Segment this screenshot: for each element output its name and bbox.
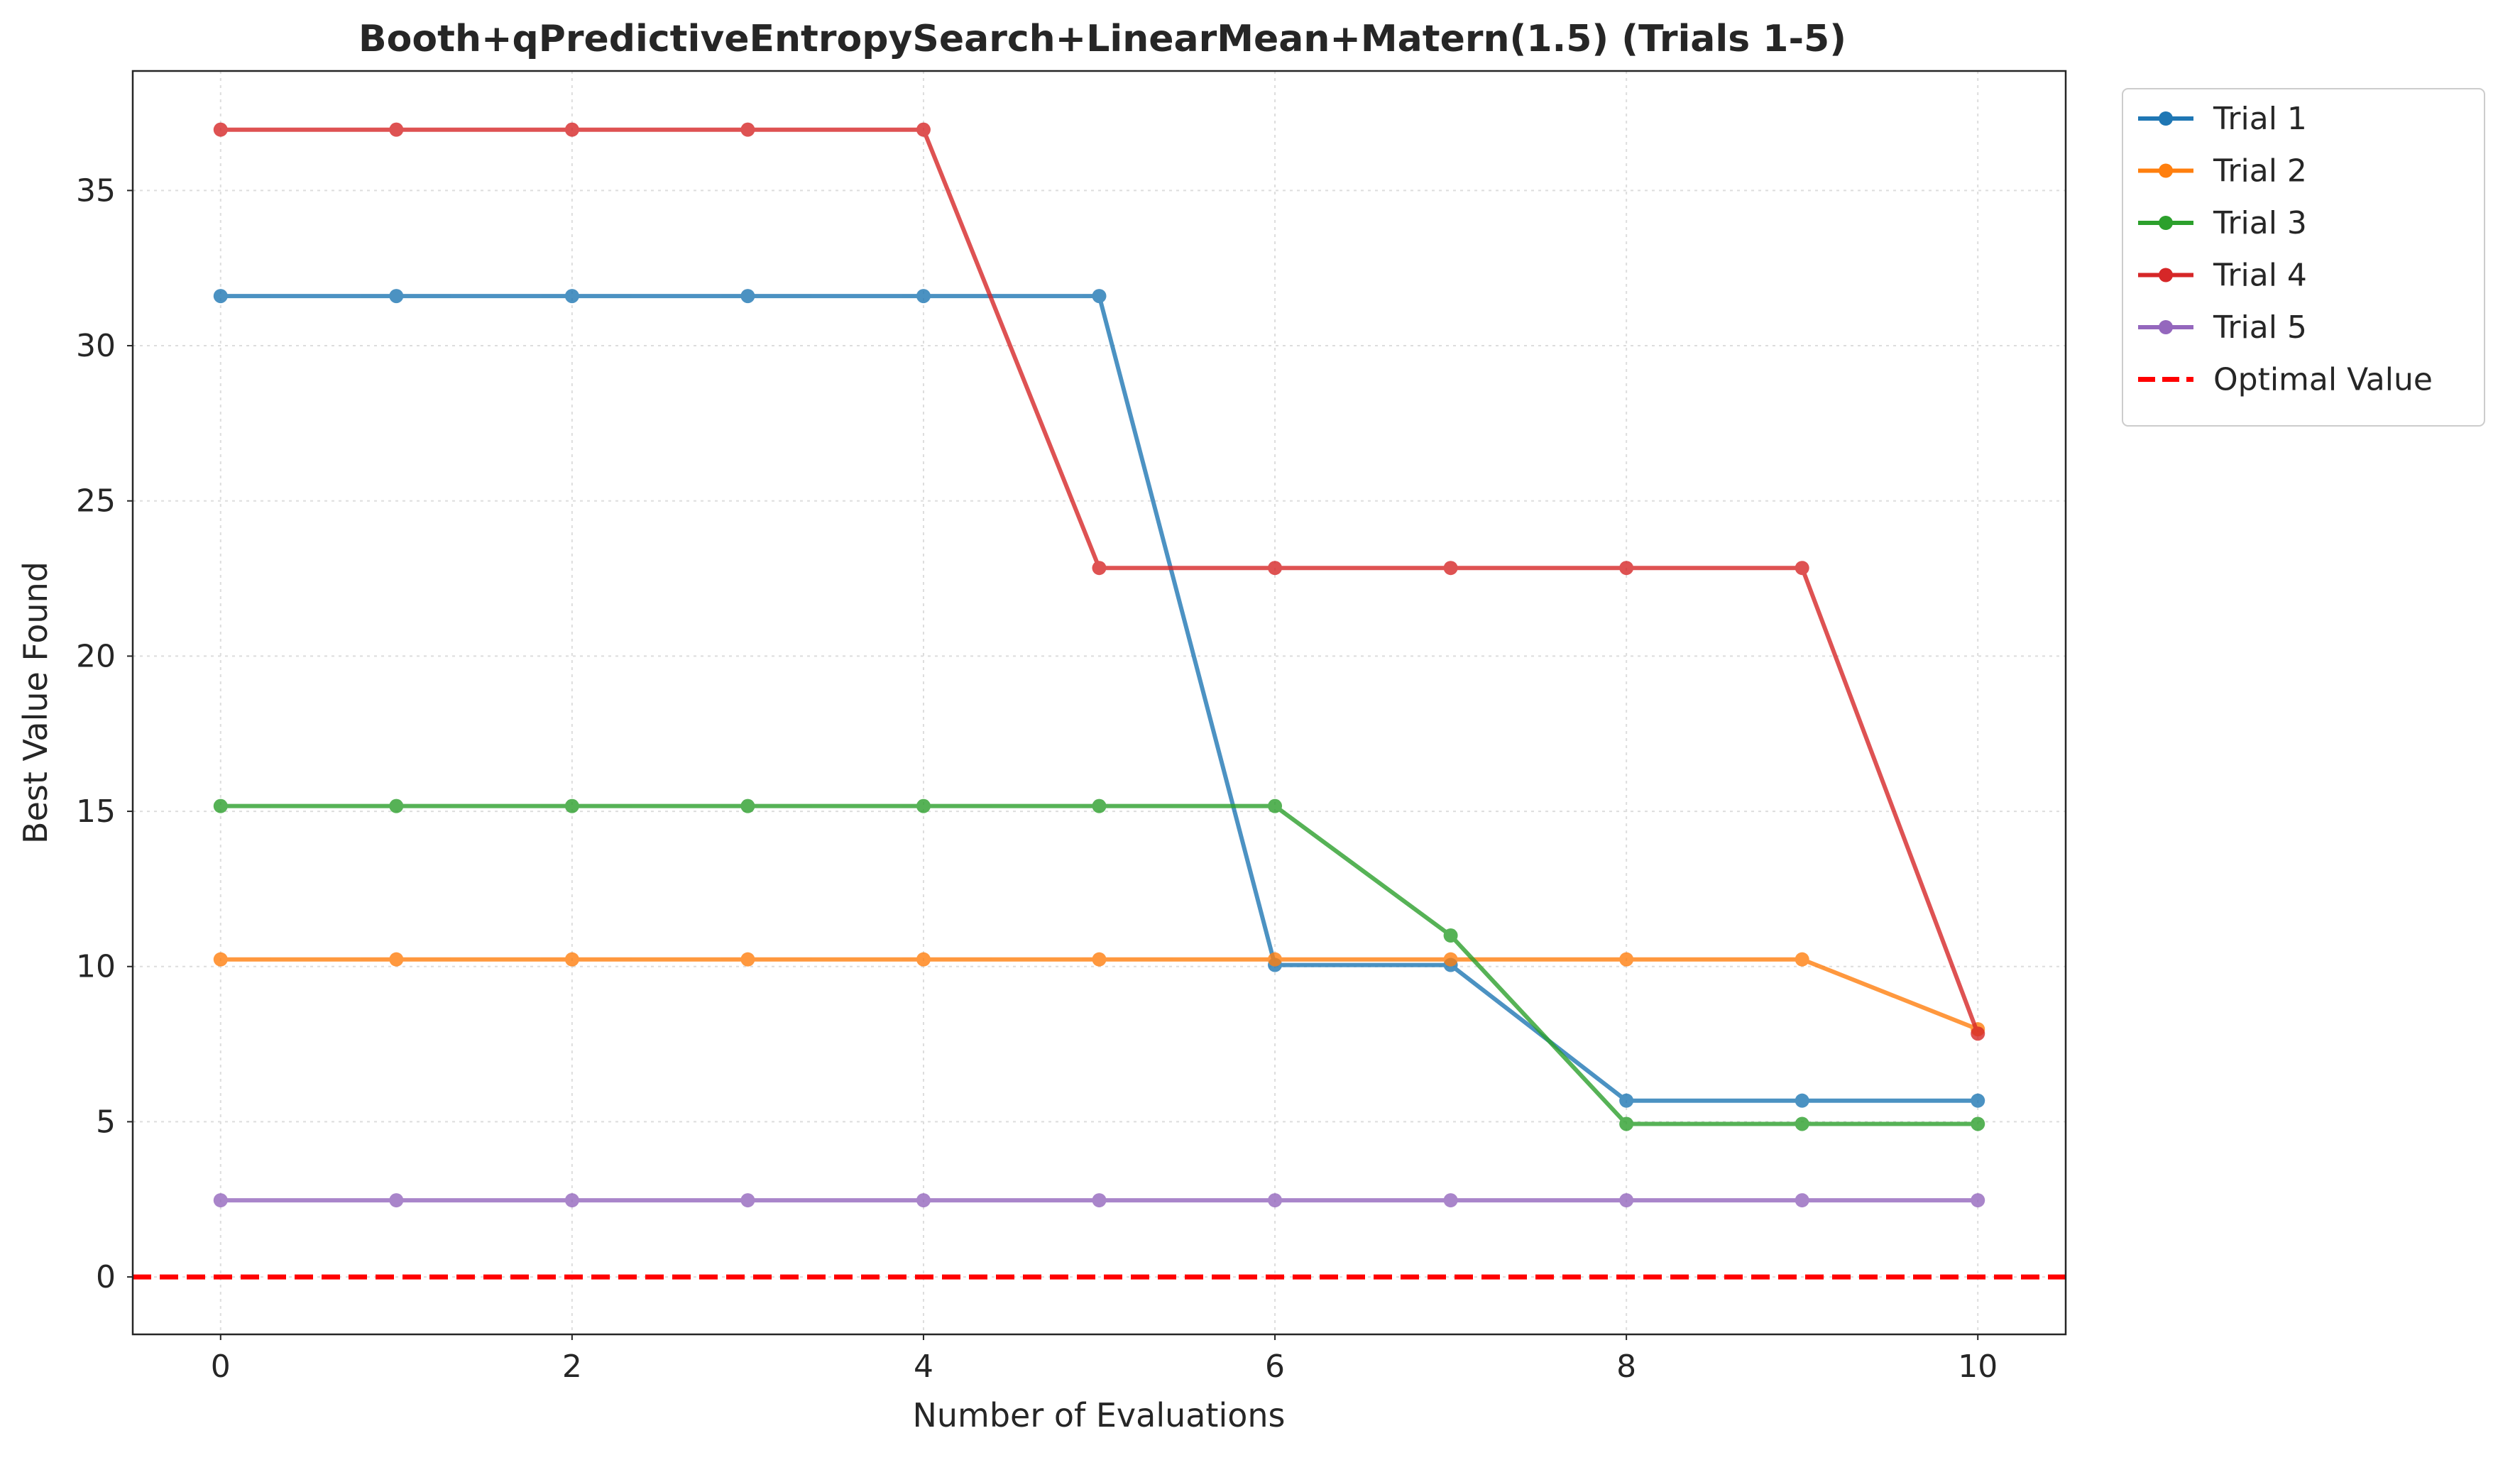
legend-label: Optimal Value — [2213, 362, 2433, 398]
data-point — [564, 122, 579, 137]
legend-label: Trial 5 — [2213, 309, 2307, 346]
data-point — [1268, 1193, 1283, 1208]
y-tick-label: 10 — [76, 949, 116, 985]
data-point — [1619, 1116, 1634, 1131]
data-point — [916, 289, 931, 304]
legend-marker — [2159, 111, 2173, 126]
data-point — [1619, 561, 1634, 576]
data-point — [740, 122, 755, 137]
data-point — [1092, 561, 1107, 576]
legend-label: Trial 4 — [2213, 258, 2307, 294]
series-trial-3 — [213, 798, 1985, 1131]
data-point — [213, 1193, 228, 1208]
x-tick-label: 8 — [1616, 1349, 1636, 1385]
legend-marker — [2159, 320, 2173, 334]
data-point — [1795, 952, 1809, 967]
data-point — [564, 289, 579, 304]
x-tick-label: 6 — [1265, 1349, 1285, 1385]
plot-frame — [131, 70, 2067, 1336]
data-point — [916, 1193, 931, 1208]
data-point — [1971, 1116, 1985, 1131]
series-trial-4 — [213, 122, 1985, 1041]
data-point — [389, 952, 404, 967]
data-point — [1795, 561, 1809, 576]
data-point — [1795, 1116, 1809, 1131]
data-point — [213, 122, 228, 137]
data-point — [213, 289, 228, 304]
legend-label: Trial 2 — [2213, 153, 2307, 190]
data-point — [389, 289, 404, 304]
data-point — [1268, 798, 1283, 813]
data-point — [1443, 928, 1458, 943]
data-point — [740, 1193, 755, 1208]
data-point — [1092, 798, 1107, 813]
data-point — [1268, 952, 1283, 967]
y-tick-label: 5 — [96, 1104, 116, 1140]
legend-marker — [2159, 268, 2173, 282]
data-point — [1619, 952, 1634, 967]
data-point — [213, 952, 228, 967]
data-point — [1971, 1193, 1985, 1208]
data-point — [1092, 1193, 1107, 1208]
data-point — [564, 952, 579, 967]
x-axis-label: Number of Evaluations — [912, 1396, 1285, 1434]
data-point — [1795, 1193, 1809, 1208]
y-tick-label: 30 — [76, 328, 116, 364]
data-point — [1971, 1026, 1985, 1041]
data-point — [1619, 1093, 1634, 1108]
x-tick-label: 4 — [914, 1349, 933, 1385]
x-tick-label: 0 — [211, 1349, 231, 1385]
legend-item: Trial 4 — [2138, 258, 2307, 294]
data-point — [916, 122, 931, 137]
data-point — [564, 1193, 579, 1208]
data-point — [1268, 561, 1283, 576]
y-tick-label: 15 — [76, 794, 116, 830]
data-point — [1443, 1193, 1458, 1208]
data-point — [916, 952, 931, 967]
y-tick-label: 25 — [76, 483, 116, 520]
data-point — [1971, 1093, 1985, 1108]
data-point — [740, 798, 755, 813]
data-point — [1619, 1193, 1634, 1208]
x-tick-label: 10 — [1958, 1349, 1998, 1385]
data-point — [1092, 289, 1107, 304]
data-point — [1443, 561, 1458, 576]
data-point — [213, 798, 228, 813]
legend: Trial 1 Trial 2 Trial 3 Trial 4 Trial 5 Optim… — [2122, 88, 2485, 427]
data-point — [1092, 952, 1107, 967]
data-point — [389, 1193, 404, 1208]
data-point — [389, 122, 404, 137]
legend-label: Trial 3 — [2213, 205, 2307, 241]
series-trial-5 — [213, 1193, 1985, 1208]
legend-marker — [2159, 216, 2173, 230]
y-tick-label: 20 — [76, 638, 116, 674]
y-tick-label: 0 — [96, 1259, 116, 1295]
ticks: 0 2 4 6 8 10 0 5 10 15 20 25 30 35 — [76, 172, 1998, 1385]
data-point — [1795, 1093, 1809, 1108]
data-point — [564, 798, 579, 813]
data-point — [740, 952, 755, 967]
legend-label: Trial 1 — [2213, 101, 2307, 137]
legend-item: Optimal Value — [2138, 362, 2433, 398]
chart-title: Booth+qPredictiveEntropySearch+LinearMea… — [358, 18, 1846, 60]
legend-marker — [2159, 163, 2173, 178]
data-point — [740, 289, 755, 304]
data-point — [916, 798, 931, 813]
legend-item: Trial 1 — [2138, 101, 2307, 137]
series-layer — [213, 122, 1985, 1208]
legend-item: Trial 2 — [2138, 153, 2307, 190]
y-tick-label: 35 — [76, 172, 116, 209]
data-point — [1443, 952, 1458, 967]
legend-item: Trial 5 — [2138, 309, 2307, 346]
y-axis-label: Best Value Found — [16, 561, 55, 844]
legend-box — [2122, 88, 2485, 427]
series-trial-1 — [213, 289, 1985, 1108]
x-tick-label: 2 — [562, 1349, 582, 1385]
data-point — [389, 798, 404, 813]
legend-item: Trial 3 — [2138, 205, 2307, 241]
